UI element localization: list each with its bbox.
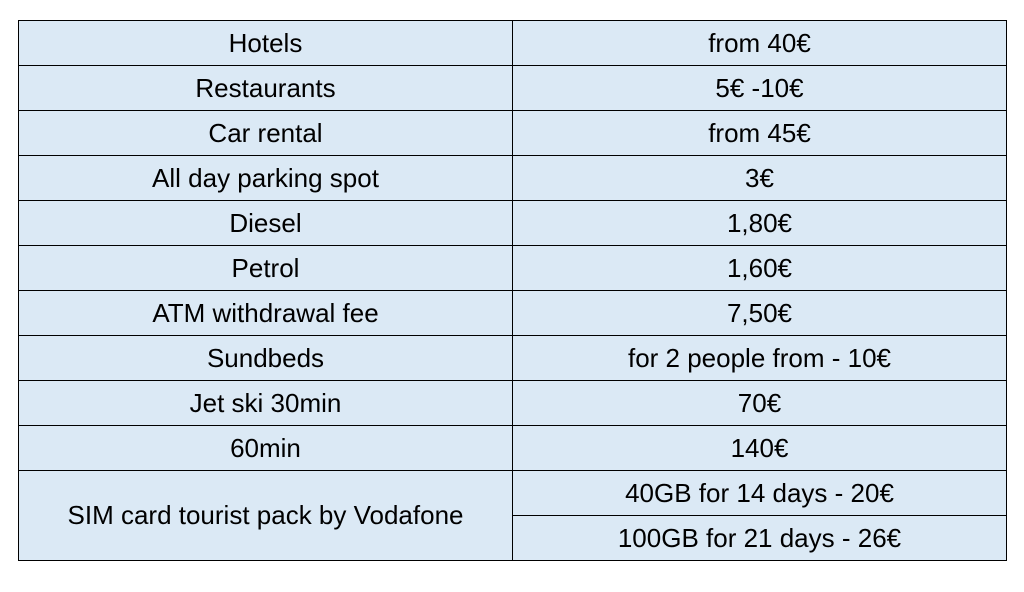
row-label-merged: SIM card tourist pack by Vodafone — [19, 471, 513, 561]
table-row: Car rental from 45€ — [19, 111, 1007, 156]
table-row-merged: SIM card tourist pack by Vodafone 40GB f… — [19, 471, 1007, 516]
row-value: 40GB for 14 days - 20€ — [513, 471, 1007, 516]
row-label: Petrol — [19, 246, 513, 291]
row-label: Sundbeds — [19, 336, 513, 381]
price-table: Hotels from 40€ Restaurants 5€ -10€ Car … — [18, 20, 1007, 561]
row-value: 1,80€ — [513, 201, 1007, 246]
row-label: Diesel — [19, 201, 513, 246]
table-row: All day parking spot 3€ — [19, 156, 1007, 201]
row-label: Restaurants — [19, 66, 513, 111]
row-value: 100GB for 21 days - 26€ — [513, 516, 1007, 561]
table-row: Petrol 1,60€ — [19, 246, 1007, 291]
table-row: ATM withdrawal fee 7,50€ — [19, 291, 1007, 336]
row-label: ATM withdrawal fee — [19, 291, 513, 336]
row-label: Hotels — [19, 21, 513, 66]
price-table-body: Hotels from 40€ Restaurants 5€ -10€ Car … — [19, 21, 1007, 561]
row-value: from 40€ — [513, 21, 1007, 66]
table-row: Diesel 1,80€ — [19, 201, 1007, 246]
row-value: 3€ — [513, 156, 1007, 201]
table-row: Jet ski 30min 70€ — [19, 381, 1007, 426]
row-value: 70€ — [513, 381, 1007, 426]
row-value: 1,60€ — [513, 246, 1007, 291]
table-row: Restaurants 5€ -10€ — [19, 66, 1007, 111]
row-value: 140€ — [513, 426, 1007, 471]
table-row: Sundbeds for 2 people from - 10€ — [19, 336, 1007, 381]
row-label: All day parking spot — [19, 156, 513, 201]
table-row: Hotels from 40€ — [19, 21, 1007, 66]
row-value: from 45€ — [513, 111, 1007, 156]
row-label: Car rental — [19, 111, 513, 156]
row-label: Jet ski 30min — [19, 381, 513, 426]
row-value: 5€ -10€ — [513, 66, 1007, 111]
table-row: 60min 140€ — [19, 426, 1007, 471]
row-value: 7,50€ — [513, 291, 1007, 336]
row-value: for 2 people from - 10€ — [513, 336, 1007, 381]
row-label: 60min — [19, 426, 513, 471]
